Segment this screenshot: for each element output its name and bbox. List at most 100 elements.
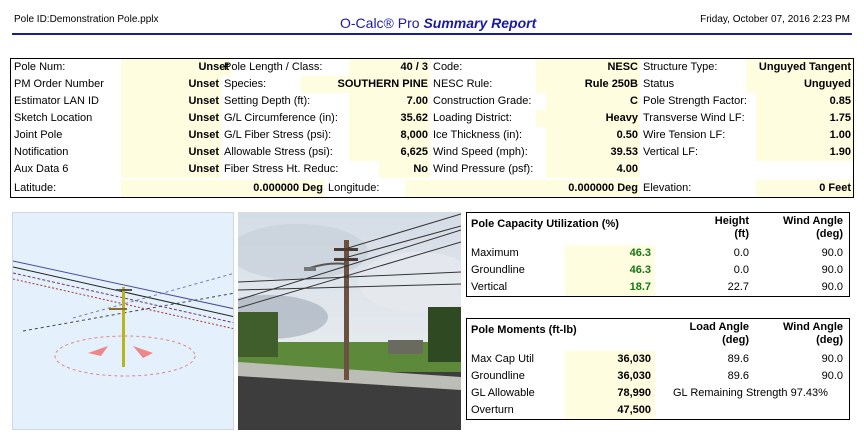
info-row: Pole Num: Unset Pole Length / Class: 40 … — [11, 59, 853, 76]
info-label: Status — [643, 78, 675, 90]
load-angle-value: 89.6 — [727, 370, 749, 382]
column-header-text: Height — [714, 215, 749, 227]
report-name: Summary Report — [423, 15, 537, 31]
latitude-label: Latitude: — [14, 182, 57, 194]
info-value: 39.53 — [546, 144, 640, 161]
gl-remaining-strength: GL Remaining Strength 97.43% — [673, 387, 828, 399]
column-header-unit: (ft) — [734, 228, 749, 240]
pole-photo — [238, 212, 461, 430]
capacity-utilization-table: Pole Capacity Utilization (%) Height (ft)… — [466, 212, 850, 297]
info-value: Unset — [121, 161, 221, 178]
wind-angle-value: 90.0 — [821, 353, 843, 365]
table-row: Groundline 36,030 89.6 90.0 — [467, 368, 849, 385]
info-value: Unset — [121, 110, 221, 127]
row-label: Maximum — [471, 247, 519, 259]
info-label: Wind Pressure (psf): — [433, 163, 534, 175]
info-label: Pole Num: — [14, 61, 66, 73]
info-label: Fiber Stress Ht. Reduc: — [224, 163, 339, 175]
height-value: 0.0 — [733, 247, 749, 259]
info-row: Joint Pole Unset G/L Fiber Stress (psi):… — [11, 127, 853, 144]
info-value: Rule 250B — [536, 76, 640, 93]
info-value: Unguyed Tangent — [746, 59, 853, 76]
info-label: G/L Fiber Stress (psi): — [224, 129, 332, 141]
moment-value: 47,500 — [565, 402, 655, 419]
column-header: Height (ft) — [697, 215, 749, 241]
info-label: Transverse Wind LF: — [643, 112, 745, 124]
pole-moments-table: Pole Moments (ft-lb) Load Angle (deg) Win… — [466, 318, 850, 420]
info-label: Vertical LF: — [643, 146, 699, 158]
info-value: C — [546, 93, 640, 110]
info-label: Structure Type: — [643, 61, 718, 73]
table-header: Pole Capacity Utilization (%) Height (ft)… — [467, 213, 849, 243]
info-value: 4.00 — [546, 161, 640, 178]
row-label: Groundline — [471, 264, 525, 276]
wind-angle-value: 90.0 — [821, 247, 843, 259]
info-label: Ice Thickness (in): — [433, 129, 523, 141]
info-label: Pole Length / Class: — [224, 61, 323, 73]
moment-value: 78,990 — [565, 385, 655, 402]
info-value: 8,000 — [349, 127, 430, 144]
info-row-location: Latitude: 0.000000 Deg Longitude: 0.0000… — [11, 180, 853, 197]
info-row: Sketch Location Unset G/L Circumference … — [11, 110, 853, 127]
report-date: Friday, October 07, 2016 2:23 PM — [700, 14, 850, 25]
info-row: Aux Data 6 Unset Fiber Stress Ht. Reduc:… — [11, 161, 853, 178]
info-label: Setting Depth (ft): — [224, 95, 311, 107]
moment-value: 36,030 — [565, 368, 655, 385]
info-label: PM Order Number — [14, 78, 104, 90]
height-value: 0.0 — [733, 264, 749, 276]
info-value: 35.62 — [349, 110, 430, 127]
info-row: PM Order Number Unset Species: SOUTHERN … — [11, 76, 853, 93]
info-value: Unguyed — [746, 76, 853, 93]
table-row: Maximum 46.3 0.0 90.0 — [467, 245, 849, 262]
info-label: NESC Rule: — [433, 78, 493, 90]
pole-id-label: Pole ID:Demonstration Pole.pplx — [14, 14, 159, 25]
pole-photo-illustration — [238, 212, 461, 430]
wind-angle-value: 90.0 — [821, 281, 843, 293]
table-row: Groundline 46.3 0.0 90.0 — [467, 262, 849, 279]
table-row: Overturn 47,500 — [467, 402, 849, 419]
info-label: Code: — [433, 61, 463, 73]
info-label: Wire Tension LF: — [643, 129, 726, 141]
info-row: Estimator LAN ID Unset Setting Depth (ft… — [11, 93, 853, 110]
info-value: 7.00 — [349, 93, 430, 110]
row-label: GL Allowable — [471, 387, 535, 399]
info-label: Aux Data 6 — [14, 163, 69, 175]
pole-3d-illustration — [13, 260, 233, 377]
app-name: O-Calc® Pro — [340, 15, 420, 31]
header-divider — [12, 33, 852, 35]
latitude-value: 0.000000 Deg — [121, 180, 325, 197]
longitude-value: 0.000000 Deg — [405, 180, 640, 197]
table-row: GL Allowable 78,990 GL Remaining Strengt… — [467, 385, 849, 402]
utilization-value: 46.3 — [565, 262, 655, 279]
longitude-label: Longitude: — [328, 182, 380, 194]
elevation-label: Elevation: — [643, 182, 692, 194]
column-header-text: Wind Angle — [783, 321, 843, 333]
info-value: Unset — [121, 127, 221, 144]
info-value: Unset — [121, 59, 231, 76]
info-value: 1.90 — [756, 144, 853, 161]
info-label: Loading District: — [433, 112, 512, 124]
wind-angle-value: 90.0 — [821, 370, 843, 382]
info-row: Notification Unset Allowable Stress (psi… — [11, 144, 853, 161]
column-header-text: Wind Angle — [783, 215, 843, 227]
info-value: Unset — [121, 93, 221, 110]
info-label: Species: — [224, 78, 267, 90]
info-value: Heavy — [536, 110, 640, 127]
info-value: Unset — [121, 144, 221, 161]
column-header-unit: (deg) — [816, 334, 843, 346]
info-label: G/L Circumference (in): — [224, 112, 338, 124]
column-header: Wind Angle (deg) — [757, 321, 843, 347]
row-label: Max Cap Util — [471, 353, 534, 365]
utilization-value: 46.3 — [565, 245, 655, 262]
table-title: Pole Moments (ft-lb) — [471, 324, 577, 336]
info-value: 40 / 3 — [349, 59, 430, 76]
info-value: 1.75 — [756, 110, 853, 127]
moment-value: 36,030 — [565, 351, 655, 368]
info-value: SOUTHERN PINE — [301, 76, 430, 93]
info-value: NESC — [536, 59, 640, 76]
height-value: 22.7 — [727, 281, 749, 293]
utilization-value: 18.7 — [565, 279, 655, 296]
row-label: Groundline — [471, 370, 525, 382]
column-header-unit: (deg) — [816, 228, 843, 240]
info-label: Wind Speed (mph): — [433, 146, 528, 158]
